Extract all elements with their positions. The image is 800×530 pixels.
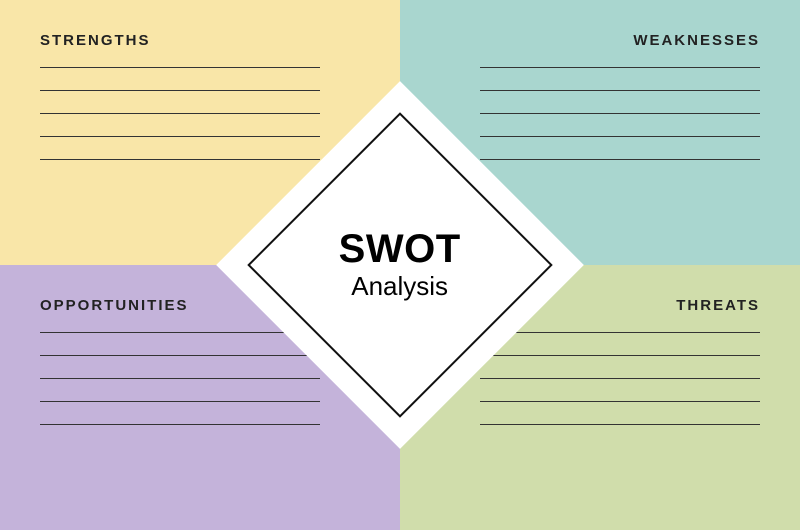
blank-line — [40, 113, 320, 114]
blank-line — [480, 424, 760, 425]
write-lines-opportunities — [40, 332, 320, 425]
blank-line — [480, 332, 760, 333]
center-title: SWOT — [339, 228, 461, 268]
swot-diagram: STRENGTHS WEAKNESSES OPPORTUNITIES — [0, 0, 800, 530]
blank-line — [480, 401, 760, 402]
blank-line — [480, 136, 760, 137]
blank-line — [480, 113, 760, 114]
center-subtitle: Analysis — [339, 270, 461, 301]
write-lines-threats — [480, 332, 760, 447]
quadrant-heading-strengths: STRENGTHS — [40, 32, 360, 49]
diamond-content: SWOT Analysis — [339, 228, 461, 301]
blank-line — [480, 159, 760, 160]
blank-line — [480, 355, 760, 356]
blank-line — [40, 378, 320, 379]
blank-line — [40, 424, 320, 425]
blank-line — [480, 67, 760, 68]
write-lines-weaknesses — [480, 67, 760, 182]
write-lines-strengths — [40, 67, 320, 160]
blank-line — [40, 355, 320, 356]
blank-line — [40, 90, 320, 91]
blank-line — [40, 401, 320, 402]
blank-line — [40, 332, 320, 333]
blank-line — [40, 159, 320, 160]
blank-line — [40, 136, 320, 137]
blank-line — [480, 90, 760, 91]
blank-line — [480, 378, 760, 379]
quadrant-heading-weaknesses: WEAKNESSES — [440, 32, 760, 49]
blank-line — [40, 67, 320, 68]
